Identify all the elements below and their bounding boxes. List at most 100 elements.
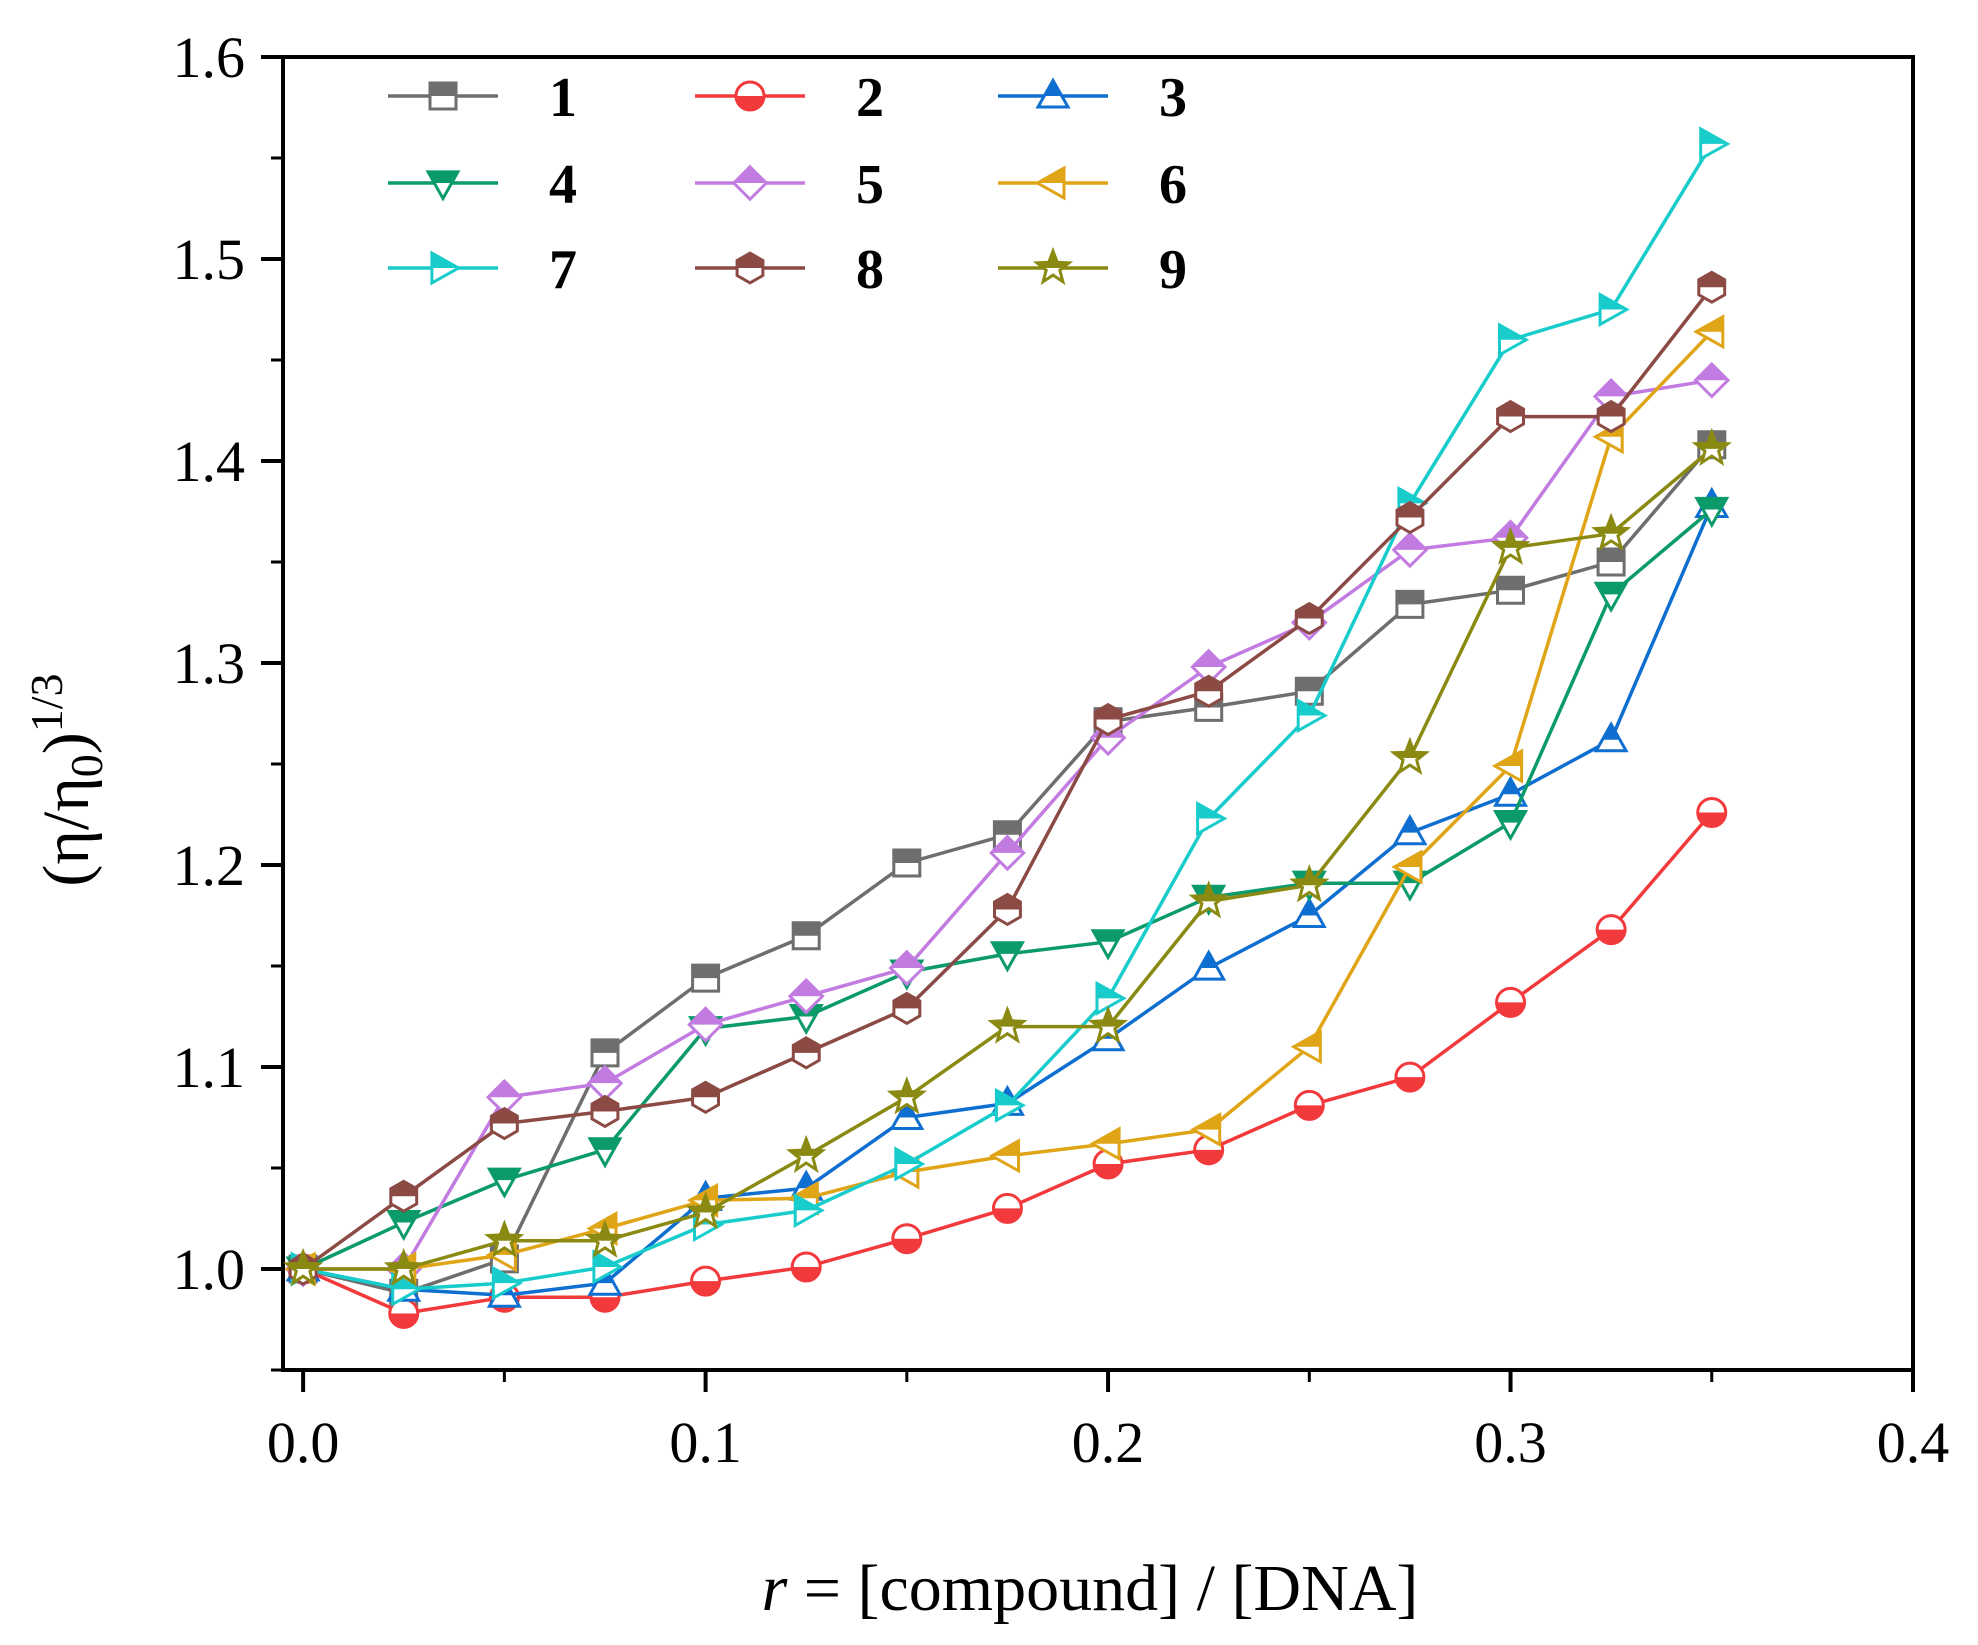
legend-item-5: 5 bbox=[695, 154, 884, 216]
data-point bbox=[1591, 512, 1632, 551]
data-point bbox=[691, 1080, 720, 1115]
data-point bbox=[486, 1167, 522, 1199]
data-point bbox=[1089, 1126, 1121, 1162]
data-point bbox=[383, 1247, 424, 1287]
data-point bbox=[892, 848, 922, 878]
data-point bbox=[1289, 864, 1330, 903]
data-point bbox=[1696, 796, 1728, 828]
legend-marker bbox=[1035, 77, 1071, 109]
legend-item-2: 2 bbox=[695, 67, 884, 129]
legend-marker bbox=[425, 170, 461, 202]
x-tick-label: 0.1 bbox=[669, 1410, 742, 1475]
data-point bbox=[1391, 849, 1423, 885]
legend-item-7: 7 bbox=[388, 239, 577, 301]
data-point bbox=[1190, 648, 1228, 686]
data-point bbox=[791, 921, 821, 951]
data-point bbox=[787, 977, 825, 1015]
data-point bbox=[389, 1179, 419, 1213]
data-point bbox=[1694, 496, 1730, 529]
legend-item-6: 6 bbox=[998, 154, 1187, 216]
data-point bbox=[1291, 896, 1327, 928]
data-point bbox=[388, 1297, 420, 1329]
data-point bbox=[1496, 575, 1525, 605]
legend-marker bbox=[735, 251, 765, 285]
data-point bbox=[1693, 314, 1725, 350]
data-point bbox=[1194, 674, 1224, 708]
x-tick-label: 0.2 bbox=[1072, 1410, 1145, 1475]
data-point bbox=[791, 1036, 821, 1070]
data-point bbox=[590, 1038, 620, 1068]
axes: 0.0 0.1 0.2 0.3 0.4 1.0 1.1 1.2 1.3 1.4 1.5 1.6 bbox=[173, 25, 1950, 1475]
data-point bbox=[793, 1192, 825, 1228]
data-point bbox=[987, 1005, 1028, 1044]
data-point bbox=[690, 1265, 722, 1297]
data-point bbox=[1190, 1112, 1222, 1148]
data-point bbox=[1598, 292, 1630, 327]
y-tick-label: 1.1 bbox=[173, 1035, 246, 1100]
data-point bbox=[1491, 748, 1524, 784]
series-8 bbox=[288, 270, 1727, 1286]
data-point bbox=[994, 1087, 1027, 1123]
data-point bbox=[1498, 322, 1530, 358]
x-tick-label: 0.3 bbox=[1474, 1410, 1547, 1475]
legend-item-8: 8 bbox=[695, 239, 884, 301]
data-point bbox=[989, 941, 1025, 973]
data-point bbox=[888, 949, 926, 987]
data-point bbox=[592, 1249, 624, 1285]
legend-label: 2 bbox=[856, 67, 884, 129]
legend-label: 7 bbox=[549, 239, 577, 301]
data-point bbox=[991, 1192, 1023, 1224]
data-point bbox=[1493, 810, 1529, 842]
data-point bbox=[1296, 698, 1328, 734]
data-point bbox=[489, 1106, 519, 1141]
x-axis-title: r = [compound] / [DNA] bbox=[762, 1552, 1419, 1625]
x-tick-label: 0.4 bbox=[1877, 1410, 1950, 1475]
legend-item-4: 4 bbox=[388, 154, 577, 216]
plot-frame bbox=[281, 55, 1915, 1372]
data-point bbox=[1090, 929, 1126, 961]
data-point bbox=[1697, 270, 1727, 304]
data-point bbox=[1391, 531, 1429, 569]
y-axis-title-close: ) bbox=[30, 732, 103, 754]
legend-marker bbox=[428, 81, 458, 111]
data-point bbox=[687, 1006, 724, 1043]
data-point bbox=[1596, 399, 1626, 434]
data-point bbox=[892, 991, 922, 1026]
data-point bbox=[1595, 914, 1627, 946]
data-point bbox=[786, 1134, 827, 1174]
legend-label: 5 bbox=[856, 154, 884, 216]
data-point bbox=[1290, 1029, 1322, 1065]
data-point bbox=[484, 1219, 525, 1258]
data-point bbox=[889, 1098, 925, 1130]
data-point bbox=[386, 1210, 422, 1242]
data-point bbox=[886, 1076, 927, 1115]
data-point bbox=[1196, 801, 1228, 837]
legend-label: 3 bbox=[1159, 67, 1187, 129]
data-point bbox=[1693, 361, 1731, 399]
y-tick-label: 1.6 bbox=[173, 25, 246, 90]
legend-label: 8 bbox=[856, 239, 884, 301]
legend-label: 6 bbox=[1159, 154, 1187, 216]
data-point bbox=[1188, 880, 1229, 919]
series-9 bbox=[283, 427, 1732, 1287]
data-point bbox=[1593, 581, 1629, 613]
data-point bbox=[1095, 980, 1127, 1016]
data-point bbox=[586, 1064, 624, 1102]
legend-marker bbox=[430, 250, 462, 286]
data-point bbox=[1699, 126, 1731, 162]
x-tick-label: 0.0 bbox=[267, 1410, 340, 1475]
legend-item-1: 1 bbox=[388, 67, 577, 129]
legend-item-9: 9 bbox=[998, 239, 1187, 301]
x-axis-title-variable: r bbox=[762, 1552, 788, 1625]
data-point bbox=[1293, 1089, 1325, 1121]
data-point bbox=[1191, 949, 1227, 981]
legend-marker bbox=[734, 80, 766, 112]
data-point bbox=[1395, 589, 1425, 619]
y-axis-title-open: (η/η bbox=[30, 777, 103, 886]
data-point bbox=[894, 1146, 926, 1182]
legend-marker bbox=[1032, 246, 1074, 286]
legend-item-3: 3 bbox=[998, 67, 1187, 129]
data-point bbox=[1093, 702, 1123, 737]
data-point bbox=[790, 1251, 822, 1283]
